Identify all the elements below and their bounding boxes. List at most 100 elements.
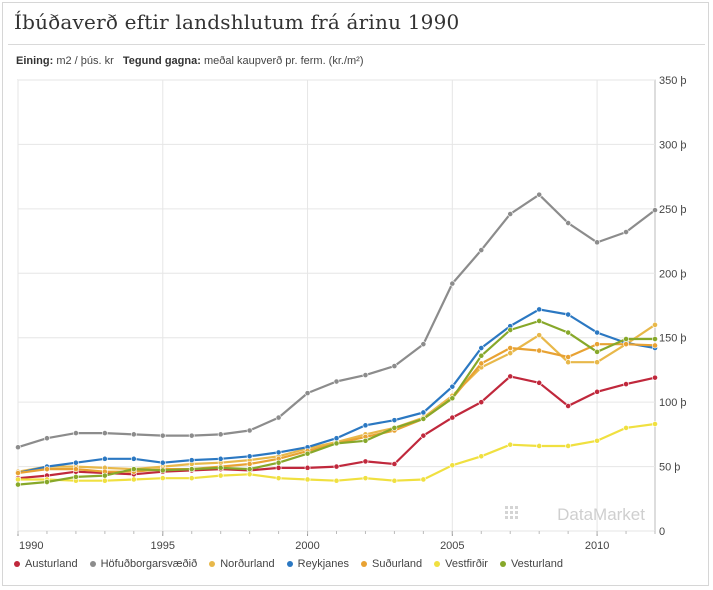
plot-area	[17, 79, 656, 532]
data-point	[623, 336, 629, 342]
data-point	[478, 453, 485, 460]
data-point	[246, 453, 253, 460]
legend-swatch	[499, 561, 506, 567]
data-point	[507, 373, 514, 380]
legend-swatch	[286, 561, 293, 567]
data-point	[362, 475, 369, 482]
legend-label: Vestfirðir	[445, 558, 488, 570]
data-point	[536, 379, 543, 386]
legend-item[interactable]: Vestfirðir	[434, 558, 488, 570]
data-point	[362, 372, 369, 378]
data-point	[420, 415, 427, 422]
series-line	[16, 319, 657, 486]
y-tick-label: 100 þ	[659, 397, 687, 409]
data-point	[623, 341, 629, 348]
data-point	[594, 341, 600, 348]
data-point	[391, 417, 398, 424]
data-point	[478, 345, 485, 351]
data-point	[275, 459, 282, 466]
legend-label: Suðurland	[372, 558, 423, 570]
watermark-logo-dot	[505, 516, 508, 519]
data-point	[652, 321, 658, 328]
watermark-logo-dot	[515, 511, 518, 514]
data-point	[478, 247, 485, 253]
data-point	[594, 348, 600, 355]
watermark-logo-dot	[515, 516, 518, 519]
legend-item[interactable]: Höfuðborgarsvæðið	[89, 558, 198, 570]
legend-label: Höfuðborgarsvæðið	[100, 558, 198, 570]
legend-item[interactable]: Vesturland	[499, 558, 563, 570]
data-point	[275, 414, 282, 421]
data-point	[333, 440, 340, 447]
data-point	[101, 430, 108, 436]
data-point	[594, 437, 600, 444]
data-point	[420, 432, 427, 439]
x-tick-label: 2005	[440, 540, 464, 552]
data-point	[15, 444, 21, 451]
watermark-text: DataMarket	[557, 505, 645, 524]
type-value: meðal kaupverð pr. ferm. (kr./m²)	[203, 55, 364, 67]
data-point	[565, 311, 572, 318]
chart-meta: Eining: m2 / þús. kr Tegund gagna: meðal…	[16, 55, 370, 67]
data-point	[478, 399, 485, 406]
y-tick-label: 150 þ	[659, 333, 687, 345]
legend-swatch	[209, 561, 216, 567]
x-tick-label: 1990	[19, 540, 43, 552]
data-point	[536, 318, 543, 324]
data-point	[652, 421, 658, 427]
data-point	[217, 431, 224, 438]
data-point	[507, 350, 514, 357]
legend-item[interactable]: Norðurland	[209, 558, 275, 570]
data-point	[623, 381, 629, 388]
data-point	[507, 327, 514, 333]
watermark-logo-dot	[515, 506, 518, 509]
data-point	[304, 450, 311, 457]
data-point	[507, 441, 514, 448]
data-point	[130, 431, 137, 438]
data-point	[73, 459, 79, 466]
data-point	[188, 475, 195, 482]
data-point	[333, 378, 340, 385]
data-point	[623, 229, 629, 235]
data-point	[565, 443, 572, 449]
data-point	[362, 422, 369, 429]
data-point	[594, 388, 600, 395]
data-point	[15, 470, 21, 476]
data-point	[536, 347, 543, 354]
watermark-logo-dot	[505, 506, 508, 509]
legend-swatch	[89, 561, 96, 567]
data-point	[594, 239, 600, 246]
data-point	[594, 329, 600, 336]
data-point	[478, 360, 485, 367]
data-point	[391, 477, 398, 484]
chart-title: Íbúðaverð eftir landshlutum frá árinu 19…	[14, 10, 460, 34]
x-tick-label: 1995	[151, 540, 175, 552]
data-point	[246, 466, 253, 473]
data-point	[275, 449, 282, 456]
data-point	[652, 342, 658, 349]
data-point	[188, 457, 195, 464]
data-point	[362, 437, 369, 444]
data-point	[101, 472, 108, 479]
legend-item[interactable]: Austurland	[14, 558, 78, 570]
data-point	[449, 462, 456, 469]
legend-swatch	[361, 561, 367, 567]
data-point	[159, 432, 166, 439]
legend-item[interactable]: Reykjanes	[286, 558, 349, 570]
data-point	[478, 352, 485, 359]
legend-item[interactable]: Suðurland	[361, 558, 422, 570]
data-point	[652, 207, 658, 214]
data-point	[536, 332, 543, 339]
data-point	[333, 435, 340, 442]
data-point	[391, 425, 398, 431]
data-point	[565, 359, 572, 366]
data-point	[565, 354, 572, 360]
data-point	[275, 464, 282, 471]
legend-swatch	[14, 561, 20, 567]
watermark-logo-dot	[510, 506, 513, 509]
data-point	[391, 363, 398, 369]
data-point	[188, 466, 195, 473]
data-point	[565, 403, 572, 409]
watermark-logo-dot	[510, 516, 513, 519]
data-point	[449, 383, 456, 390]
